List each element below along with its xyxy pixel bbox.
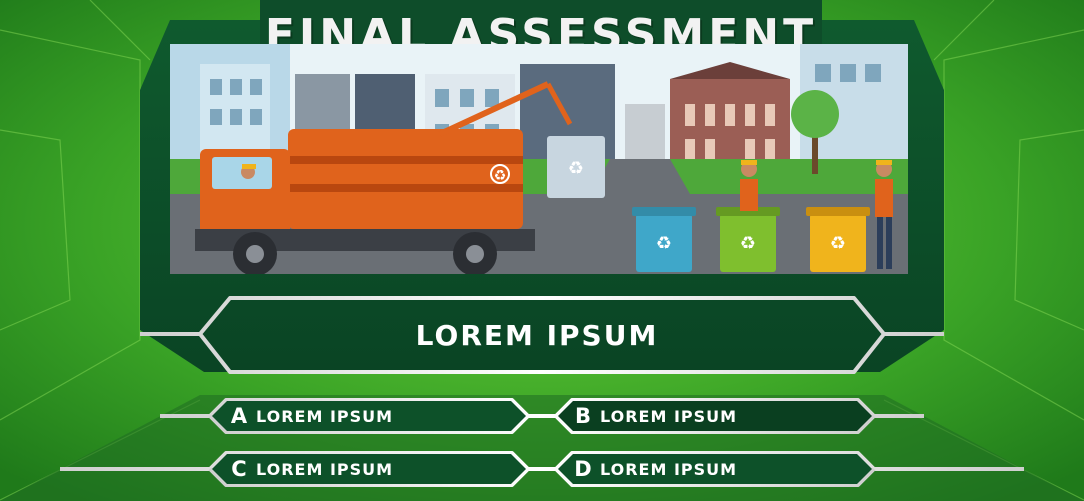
svg-text:♻: ♻ [568, 158, 584, 179]
answer-option-d[interactable]: D LOREM IPSUM [570, 451, 870, 487]
answer-option-b[interactable]: B LOREM IPSUM [570, 398, 870, 434]
svg-text:♻: ♻ [830, 233, 846, 254]
recycling-bin-green [716, 207, 780, 272]
scene-illustration: ♻ ♻ ♻ ♻ ♻ [170, 44, 908, 274]
question-box: LOREM IPSUM [210, 296, 864, 374]
garbage-truck [195, 81, 573, 274]
answer-text: LOREM IPSUM [600, 406, 738, 426]
question-text: LOREM IPSUM [415, 318, 659, 352]
answer-letter: D [574, 457, 592, 481]
answer-letter: C [231, 457, 247, 481]
recycling-bin-yellow [806, 207, 870, 272]
answer-option-a[interactable]: A LOREM IPSUM [226, 398, 526, 434]
answer-text: LOREM IPSUM [256, 459, 394, 479]
answer-text: LOREM IPSUM [256, 406, 394, 426]
answer-letter: B [574, 404, 591, 428]
answer-text: LOREM IPSUM [600, 459, 738, 479]
recycling-bin-blue [632, 207, 696, 272]
answer-option-c[interactable]: C LOREM IPSUM [226, 451, 526, 487]
svg-text:♻: ♻ [494, 168, 507, 184]
recycle-icon: ♻ ♻ ♻ ♻ ♻ [494, 158, 846, 254]
svg-text:♻: ♻ [656, 233, 672, 254]
answer-letter: A [230, 404, 248, 428]
svg-text:♻: ♻ [740, 233, 756, 254]
worker-figure [740, 160, 893, 269]
